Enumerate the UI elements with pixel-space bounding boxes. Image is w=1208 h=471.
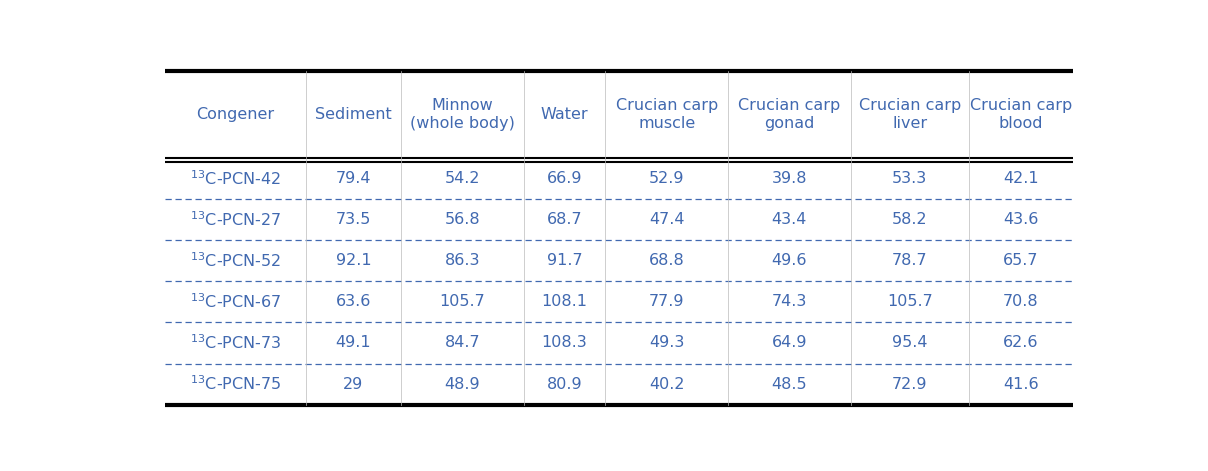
Text: 47.4: 47.4 [649,212,685,227]
Text: Crucian carp
muscle: Crucian carp muscle [616,97,718,131]
Text: 49.6: 49.6 [772,253,807,268]
Text: 68.8: 68.8 [649,253,685,268]
Text: Minnow
(whole body): Minnow (whole body) [410,97,515,131]
Text: 91.7: 91.7 [547,253,582,268]
Text: $^{13}$C-PCN-67: $^{13}$C-PCN-67 [190,292,281,311]
Text: 68.7: 68.7 [547,212,582,227]
Text: 39.8: 39.8 [772,171,807,186]
Text: 43.6: 43.6 [1004,212,1039,227]
Text: 52.9: 52.9 [649,171,685,186]
Text: 58.2: 58.2 [892,212,928,227]
Text: $^{13}$C-PCN-27: $^{13}$C-PCN-27 [190,210,281,229]
Text: 65.7: 65.7 [1003,253,1039,268]
Text: 92.1: 92.1 [336,253,371,268]
Text: Sediment: Sediment [315,107,391,122]
Text: 70.8: 70.8 [1003,294,1039,309]
Text: 29: 29 [343,377,364,391]
Text: Crucian carp
gonad: Crucian carp gonad [738,97,841,131]
Text: 66.9: 66.9 [547,171,582,186]
Text: Congener: Congener [197,107,274,122]
Text: 105.7: 105.7 [887,294,933,309]
Text: 48.5: 48.5 [772,377,807,391]
Text: 78.7: 78.7 [892,253,928,268]
Text: 105.7: 105.7 [440,294,486,309]
Text: Water: Water [541,107,588,122]
Text: $^{13}$C-PCN-75: $^{13}$C-PCN-75 [190,375,281,393]
Text: 43.4: 43.4 [772,212,807,227]
Text: 108.1: 108.1 [541,294,587,309]
Text: 79.4: 79.4 [336,171,371,186]
Text: 42.1: 42.1 [1003,171,1039,186]
Text: 108.3: 108.3 [541,335,587,350]
Text: 48.9: 48.9 [445,377,481,391]
Text: 53.3: 53.3 [892,171,928,186]
Text: 77.9: 77.9 [649,294,685,309]
Text: 84.7: 84.7 [445,335,481,350]
Text: 41.6: 41.6 [1003,377,1039,391]
Text: 86.3: 86.3 [445,253,481,268]
Text: $^{13}$C-PCN-42: $^{13}$C-PCN-42 [190,169,281,188]
Text: $^{13}$C-PCN-52: $^{13}$C-PCN-52 [190,252,281,270]
Text: 95.4: 95.4 [892,335,928,350]
Text: 74.3: 74.3 [772,294,807,309]
Text: 80.9: 80.9 [547,377,582,391]
Text: 49.1: 49.1 [336,335,371,350]
Text: 49.3: 49.3 [649,335,685,350]
Text: 64.9: 64.9 [772,335,807,350]
Text: 54.2: 54.2 [445,171,481,186]
Text: 56.8: 56.8 [445,212,481,227]
Text: 62.6: 62.6 [1003,335,1039,350]
Text: 72.9: 72.9 [892,377,928,391]
Text: 40.2: 40.2 [649,377,685,391]
Text: Crucian carp
liver: Crucian carp liver [859,97,960,131]
Text: $^{13}$C-PCN-73: $^{13}$C-PCN-73 [190,333,281,352]
Text: 63.6: 63.6 [336,294,371,309]
Text: Crucian carp
blood: Crucian carp blood [970,97,1071,131]
Text: 73.5: 73.5 [336,212,371,227]
